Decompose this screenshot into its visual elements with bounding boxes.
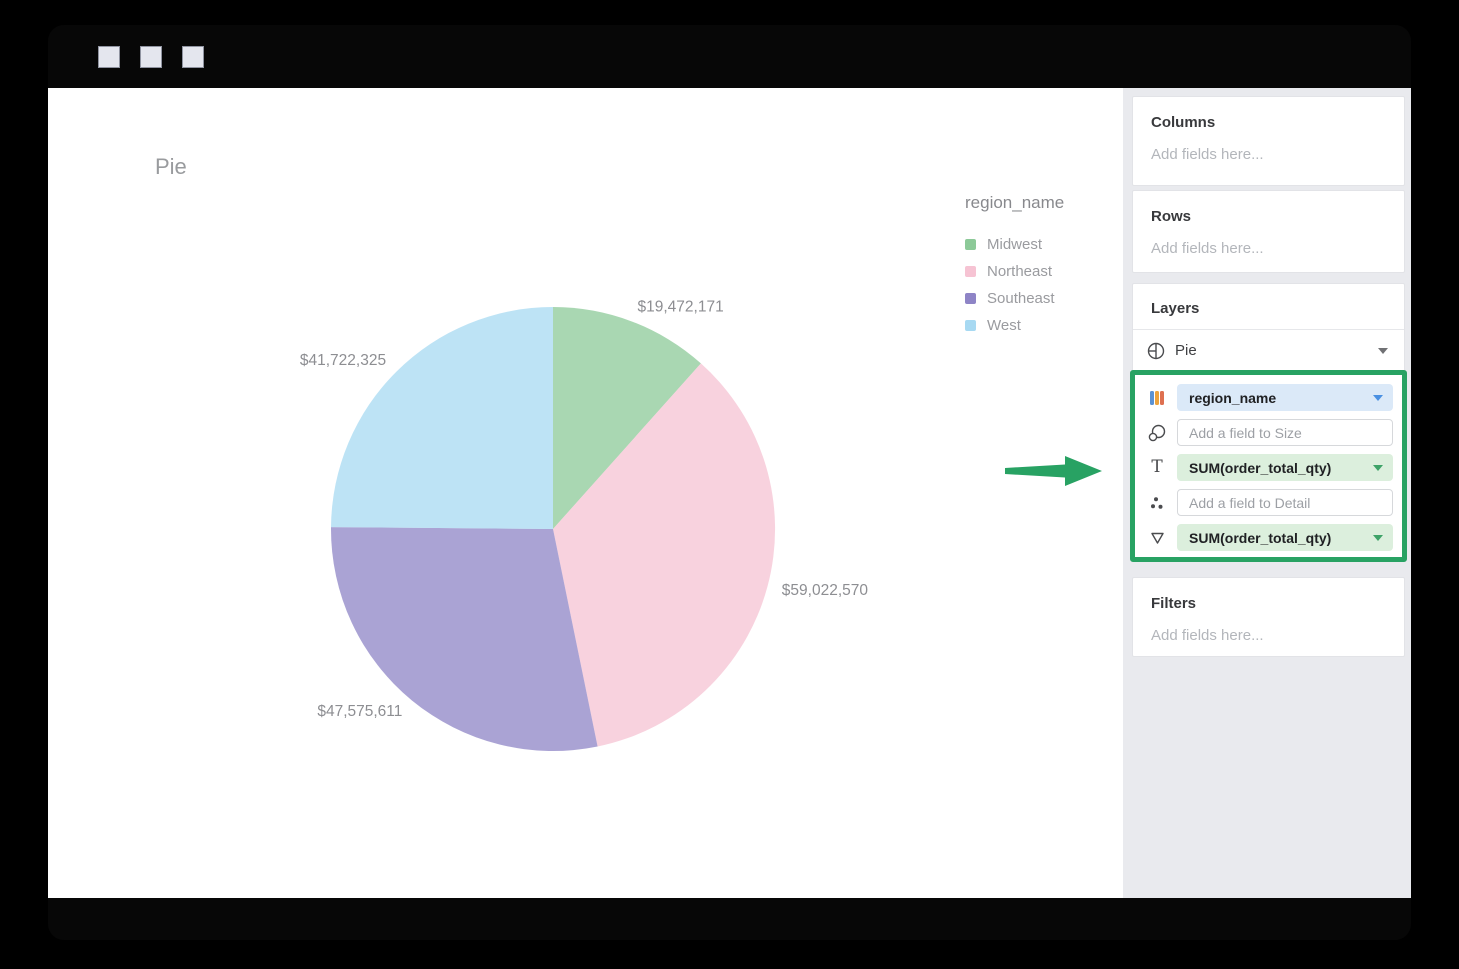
- columns-shelf[interactable]: Columns Add fields here...: [1132, 96, 1405, 186]
- legend-item[interactable]: Southeast: [965, 285, 1064, 312]
- color-bars-icon: [1145, 390, 1169, 406]
- slice-value-label: $19,472,171: [638, 299, 724, 316]
- detail-dots-icon: [1145, 496, 1169, 510]
- tooltip-field-label: SUM(order_total_qty): [1189, 529, 1332, 546]
- legend-item[interactable]: West: [965, 312, 1064, 339]
- window-control[interactable]: [140, 45, 162, 68]
- legend-swatch-icon: [965, 320, 976, 331]
- pie-slice[interactable]: [330, 527, 598, 752]
- legend-swatch-icon: [965, 239, 976, 250]
- pie-slice[interactable]: [553, 307, 701, 529]
- chevron-down-icon[interactable]: [1373, 464, 1383, 471]
- size-field-input[interactable]: [1177, 419, 1393, 446]
- pie-slice[interactable]: [553, 363, 776, 747]
- window-control[interactable]: [98, 45, 120, 68]
- editor-sidebar: Columns Add fields here... Rows Add fiel…: [1123, 88, 1411, 898]
- legend-title: region_name: [965, 193, 1065, 212]
- color-field-pill[interactable]: region_name: [1177, 384, 1393, 411]
- chart-legend: region_name Midwest Northeast Southeast Wes…: [965, 193, 1064, 339]
- app-window: Pie $19,472,171 $59,022,570 $47,575,611 $41…: [48, 25, 1411, 940]
- detail-field-input[interactable]: [1177, 489, 1393, 516]
- legend-item[interactable]: Midwest: [965, 231, 1064, 258]
- legend-label: Northeast: [987, 263, 1053, 280]
- legend-label: Midwest: [987, 236, 1043, 253]
- slice-value-label: $41,722,325: [300, 352, 386, 369]
- pie-chart-title: Pie: [155, 154, 187, 179]
- pie-chart: $19,472,171 $59,022,570 $47,575,611 $41,722…: [300, 299, 869, 752]
- filters-shelf[interactable]: Filters Add fields here...: [1132, 577, 1405, 657]
- annotation-arrow-icon: [1005, 456, 1102, 486]
- rows-shelf[interactable]: Rows Add fields here...: [1132, 190, 1405, 273]
- pie-layer-icon: [1147, 342, 1165, 359]
- legend-swatch-icon: [965, 293, 976, 304]
- legend-swatch-icon: [965, 266, 976, 277]
- filters-shelf-placeholder: Add fields here...: [1151, 627, 1264, 644]
- window-control[interactable]: [182, 45, 204, 68]
- legend-label: Southeast: [987, 290, 1055, 307]
- columns-shelf-label: Columns: [1151, 114, 1216, 131]
- window-titlebar: [48, 25, 1411, 88]
- layer-type-dropdown[interactable]: Pie: [1133, 330, 1404, 371]
- annotation-highlight-box: region_name: [1130, 370, 1407, 562]
- pie-slice[interactable]: [331, 307, 553, 529]
- tooltip-field-pill[interactable]: SUM(order_total_qty): [1177, 524, 1393, 551]
- visualization-canvas: Pie $19,472,171 $59,022,570 $47,575,611 $41…: [48, 88, 1123, 898]
- filters-shelf-label: Filters: [1151, 595, 1197, 612]
- color-field-label: region_name: [1189, 389, 1277, 406]
- slice-value-label: $59,022,570: [782, 582, 869, 599]
- legend-label: West: [987, 317, 1021, 334]
- rows-shelf-placeholder: Add fields here...: [1151, 240, 1264, 257]
- chevron-down-icon[interactable]: [1373, 534, 1383, 541]
- text-field-pill[interactable]: SUM(order_total_qty): [1177, 454, 1393, 481]
- layers-panel-label: Layers: [1151, 300, 1200, 317]
- text-icon: T: [1151, 457, 1163, 477]
- selected-layer-label: Pie: [1175, 342, 1197, 359]
- tooltip-triangle-icon: [1145, 531, 1169, 545]
- chevron-down-icon[interactable]: [1373, 394, 1383, 401]
- text-field-label: SUM(order_total_qty): [1189, 459, 1332, 476]
- chevron-down-icon[interactable]: [1378, 347, 1388, 354]
- columns-shelf-placeholder: Add fields here...: [1151, 146, 1264, 163]
- rows-shelf-label: Rows: [1151, 208, 1192, 225]
- slice-value-label: $47,575,611: [317, 703, 402, 720]
- size-bubbles-icon: [1145, 424, 1169, 442]
- legend-item[interactable]: Northeast: [965, 258, 1064, 285]
